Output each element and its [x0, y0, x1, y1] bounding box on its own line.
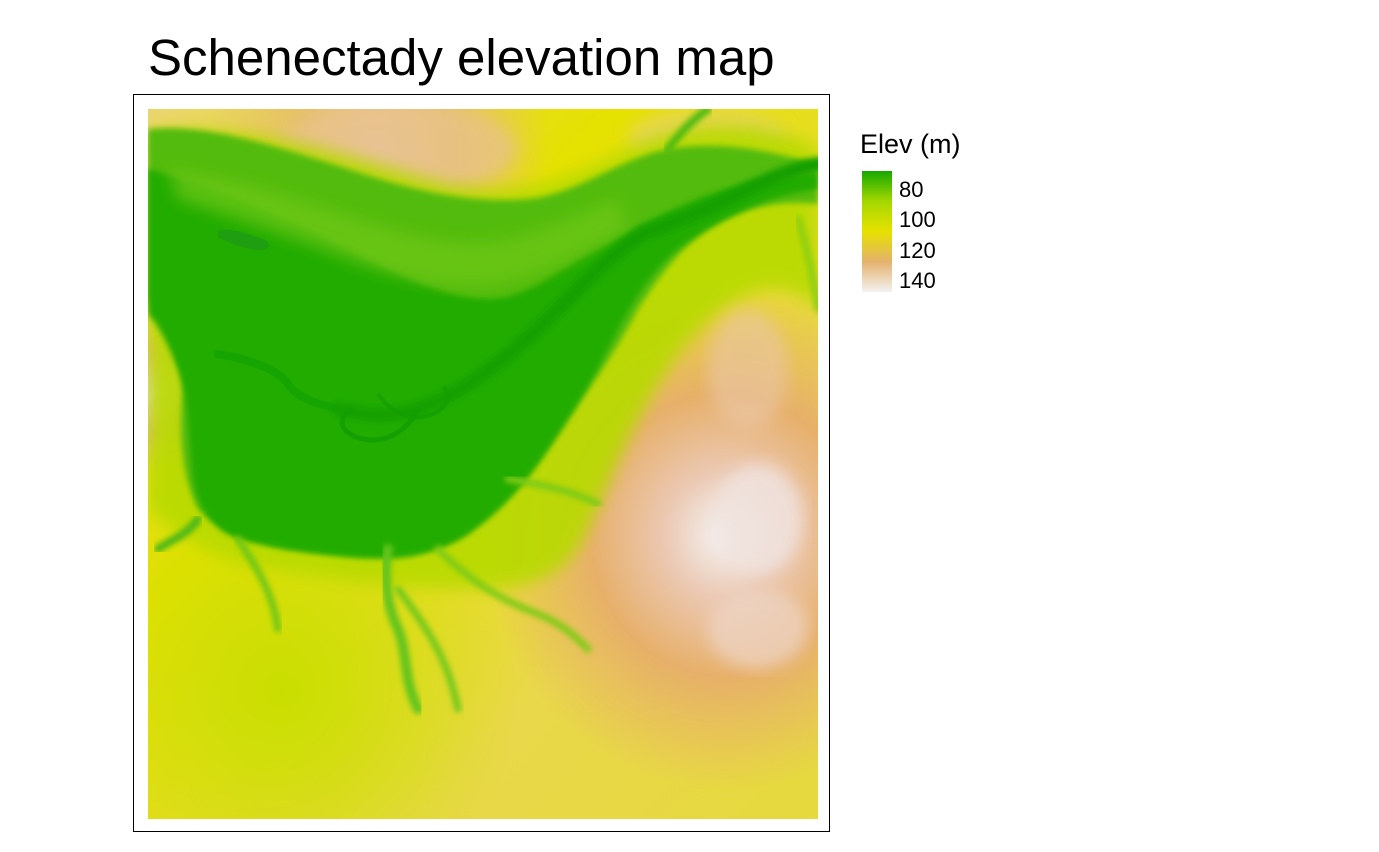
legend-tick-100: 100: [899, 207, 936, 232]
legend-tick-120: 120: [899, 238, 936, 263]
map-frame: [133, 94, 830, 832]
legend-title: Elev (m): [860, 129, 961, 159]
map-title: Schenectady elevation map: [148, 29, 775, 86]
legend-color-bar: [862, 171, 892, 292]
legend: Elev (m) 80 100 120 140: [860, 126, 961, 293]
legend-tick-140: 140: [899, 268, 936, 293]
legend-tick-80: 80: [899, 177, 924, 202]
elevation-raster: [148, 109, 818, 819]
